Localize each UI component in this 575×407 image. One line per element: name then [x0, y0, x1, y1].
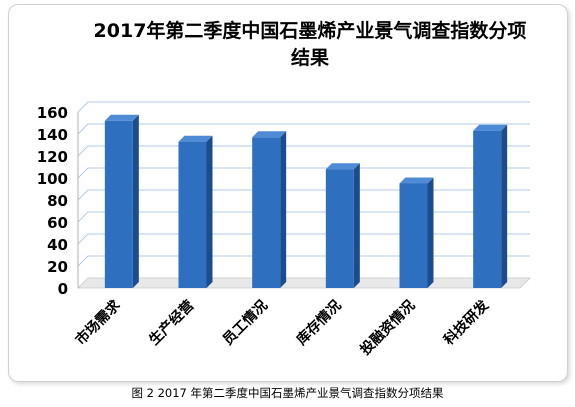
x-tick-label: 投融资情况: [357, 297, 419, 359]
y-tick-label: 80: [47, 192, 68, 210]
bar-5: [399, 177, 434, 288]
gridline: [77, 167, 530, 179]
bar-3: [252, 131, 287, 288]
y-tick-label: 140: [37, 126, 68, 144]
bar-6: [473, 124, 508, 288]
gridline: [77, 189, 530, 201]
x-tick-label: 科技研发: [440, 296, 492, 348]
chart-title: 2017年第二季度中国石墨烯产业景气调查指数分项结果: [93, 20, 527, 69]
bar-4: [325, 163, 360, 288]
x-tick-label: 员工情况: [219, 297, 271, 349]
y-tick-label: 0: [58, 280, 68, 298]
bar-2: [178, 135, 213, 288]
gridline: [77, 101, 530, 113]
chart-floor: [77, 277, 531, 289]
y-tick-label: 160: [37, 104, 68, 122]
gridline: [77, 211, 530, 223]
x-tick-label: 市场需求: [72, 296, 124, 348]
gridline: [77, 145, 530, 157]
y-tick-label: 120: [37, 148, 68, 166]
gridline: [77, 255, 530, 267]
gridline: [77, 233, 530, 245]
bar-1: [104, 114, 139, 288]
x-tick-label: 生产经营: [146, 297, 198, 349]
y-tick-label: 20: [47, 258, 68, 276]
y-tick-label: 100: [37, 170, 68, 188]
x-tick-label: 库存情况: [293, 297, 345, 349]
y-tick-label: 40: [47, 236, 68, 254]
figure-caption: 图 2 2017 年第二季度中国石墨烯产业景气调查指数分项结果: [131, 386, 444, 400]
gridline: [77, 123, 530, 135]
y-tick-label: 60: [47, 214, 68, 232]
